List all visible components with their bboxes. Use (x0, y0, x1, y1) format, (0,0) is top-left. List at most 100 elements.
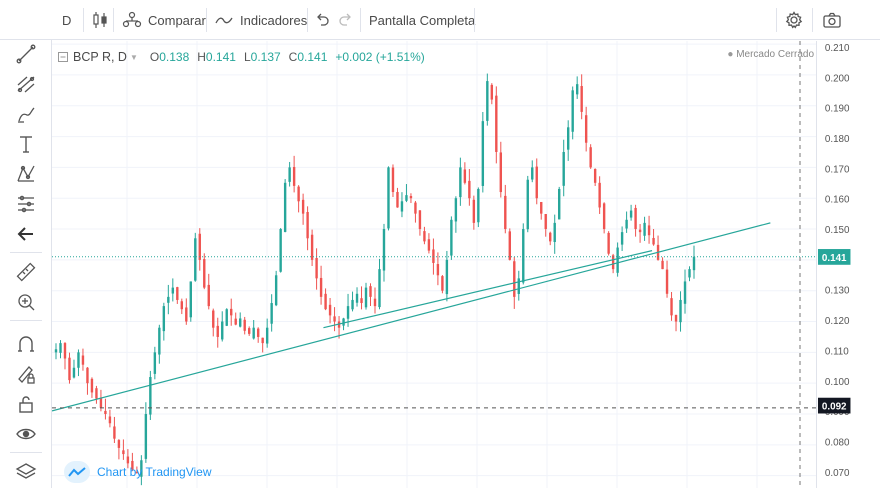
price-chart[interactable] (52, 41, 816, 488)
horizontal-line-label: 0.092 (822, 402, 847, 413)
undo-icon (317, 13, 329, 26)
candle-body (135, 472, 139, 474)
candle-body (81, 355, 85, 365)
candle-body (315, 258, 318, 279)
lock-icon[interactable] (14, 392, 38, 416)
candle-body (131, 460, 134, 470)
fib-icon[interactable] (14, 72, 38, 96)
brush-icon[interactable] (14, 102, 38, 126)
candle-body (310, 234, 314, 260)
candle-body (513, 261, 516, 297)
y-tick-label: 0.130 (825, 286, 850, 297)
candle-body (239, 318, 242, 327)
candle-body (261, 337, 264, 344)
candle-body (593, 169, 597, 183)
layers-icon[interactable] (14, 460, 38, 484)
trend-line (52, 222, 771, 412)
fullscreen-label: Pantalla Completa (369, 12, 476, 28)
compare-label: Comparar (148, 12, 206, 28)
magnet-icon[interactable] (14, 332, 38, 356)
ruler-icon[interactable] (14, 260, 38, 284)
candle-body (450, 219, 453, 256)
candle-body (77, 352, 80, 368)
candle-body (540, 201, 543, 214)
candle-body (274, 275, 278, 306)
candle-body (499, 152, 503, 193)
text-icon[interactable] (14, 132, 38, 156)
indicators-label: Indicadores (240, 12, 308, 28)
candle-body (400, 201, 404, 212)
y-tick-label: 0.200 (825, 73, 850, 84)
candle-body (584, 115, 588, 143)
compare-button[interactable]: Comparar (121, 0, 206, 40)
y-tick-label: 0.180 (825, 134, 850, 145)
eye-icon[interactable] (14, 422, 38, 446)
pattern-icon[interactable] (14, 162, 38, 186)
candle-body (283, 182, 287, 232)
symbol-name[interactable]: BCP R, D (73, 50, 127, 64)
candle-body (176, 287, 179, 300)
candle-body (504, 195, 507, 230)
horizontal-line-badge (817, 397, 851, 414)
measure-icon[interactable] (14, 192, 38, 216)
chart-style-button[interactable] (91, 0, 109, 40)
lock-draw-icon[interactable] (14, 362, 38, 386)
candle-body (185, 307, 188, 322)
tradingview-watermark[interactable]: Chart by TradingView (64, 461, 212, 483)
price-scale[interactable]: 0.2100.2000.1900.1800.1700.1600.1500.140… (816, 41, 880, 488)
candle-body (436, 264, 440, 276)
candle-body (463, 169, 467, 183)
snapshot-button[interactable] (822, 0, 842, 40)
candle-body (486, 81, 489, 121)
candle-body (265, 327, 269, 344)
candle-body (481, 121, 485, 186)
candle-body (616, 247, 619, 273)
candle-body (647, 225, 651, 236)
candle-body (531, 167, 534, 180)
candle-body (418, 210, 422, 230)
candle-body (607, 232, 610, 254)
candle-body (382, 229, 386, 271)
candle-body (95, 388, 98, 399)
close-label: C (288, 50, 298, 64)
candle-body (342, 318, 345, 326)
settings-button[interactable] (785, 0, 803, 40)
gear-icon (785, 11, 803, 29)
interval-button[interactable]: D (62, 0, 71, 40)
candle-body (625, 219, 628, 229)
candle-body (598, 182, 601, 208)
candle-body (194, 238, 197, 281)
candle-body (247, 328, 251, 334)
candle-body (638, 229, 642, 233)
zoom-in-icon[interactable] (14, 290, 38, 314)
interval-label: D (62, 12, 72, 28)
y-tick-label: 0.080 (825, 437, 850, 448)
candle-body (544, 214, 547, 230)
candle-body (634, 207, 637, 230)
candle-body (99, 398, 103, 408)
redo-button[interactable] (338, 0, 354, 40)
undo-button[interactable] (314, 0, 330, 40)
candle-body (180, 301, 184, 310)
candle-body (580, 86, 583, 112)
candle-body (328, 304, 332, 316)
candle-body (333, 316, 336, 322)
open-label: O (149, 50, 160, 64)
candle-body (517, 278, 520, 294)
back-arrow-icon[interactable] (14, 222, 38, 246)
candle-body (288, 167, 291, 182)
candle-body (158, 327, 161, 355)
candle-body (679, 299, 682, 323)
indicators-button[interactable]: Indicadores (214, 0, 307, 40)
fullscreen-button[interactable]: Pantalla Completa (369, 0, 475, 40)
candle-body (171, 287, 175, 294)
candle-body (324, 293, 327, 310)
candle-body (445, 259, 449, 295)
collapse-legend-icon[interactable] (58, 52, 68, 62)
candle-body (319, 277, 323, 297)
trend-line-icon[interactable] (14, 42, 38, 66)
candle-body (117, 440, 121, 448)
symbol-dropdown-icon[interactable]: ▼ (129, 52, 138, 62)
candle-body (602, 203, 606, 230)
